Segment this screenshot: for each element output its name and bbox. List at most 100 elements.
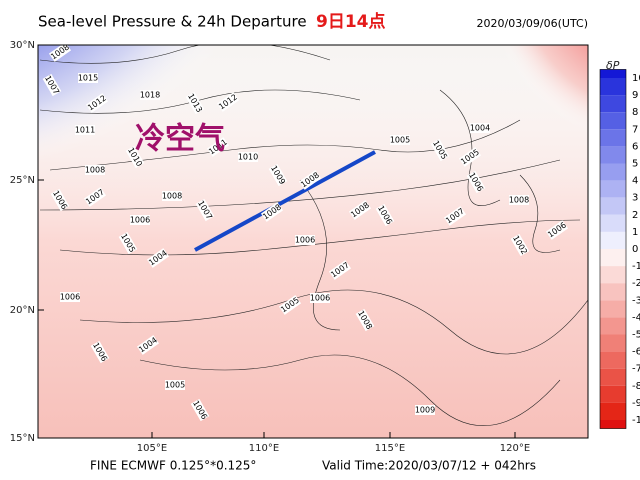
isobar-label: 1005 xyxy=(165,381,185,390)
colorbar-swatch xyxy=(600,163,626,181)
isobar-label-bg xyxy=(430,138,450,162)
colorbar-swatch xyxy=(600,283,626,301)
colorbar-tick-label: -9 xyxy=(632,398,640,409)
isobar-label: 1015 xyxy=(78,74,98,83)
isobar-label: 1011 xyxy=(75,126,95,135)
colorbar-swatch xyxy=(600,317,626,335)
isobar-label-bg xyxy=(509,195,529,205)
isobar-label-bg xyxy=(298,170,322,190)
isobar-label-group: 1006 xyxy=(310,293,330,303)
colorbar-tick-label: 3 xyxy=(632,193,638,204)
isobar-label-bg xyxy=(195,198,215,222)
colorbar-tick-label: 5 xyxy=(632,159,638,170)
isobar-label-bg xyxy=(140,90,160,100)
colorbar-swatch xyxy=(600,300,626,318)
colorbar-swatch xyxy=(600,231,626,249)
isobar-line xyxy=(39,45,331,64)
isobar-label-bg xyxy=(90,340,110,364)
isobar-label-bg xyxy=(83,187,107,207)
isobar-label: 1006 xyxy=(60,293,80,302)
isobar-line xyxy=(59,219,581,256)
isobar-label-bg xyxy=(390,135,410,145)
colorbar-tick-label: -10 xyxy=(632,415,640,426)
isobar-label-bg xyxy=(238,152,258,162)
colorbar-tick-label: 10 xyxy=(632,73,640,84)
isobar-label-bg xyxy=(78,73,98,83)
colorbar-tick-label: -7 xyxy=(632,364,640,375)
isobar-label: 1008 xyxy=(162,192,182,201)
colorbar-tick-label: -8 xyxy=(632,381,640,392)
isobar-label-bg xyxy=(348,200,372,220)
isobar-label-bg xyxy=(545,220,569,240)
isobar-line xyxy=(519,174,561,253)
valid-time: Valid Time:2020/03/07/12 + 042hrs xyxy=(322,459,536,473)
lon-label: 105°E xyxy=(137,443,167,454)
isobar-label-bg xyxy=(136,335,160,355)
isobar-label-bg xyxy=(130,215,150,225)
front-line xyxy=(194,150,376,252)
resolution: FINE ECMWF 0.125°*0.125° xyxy=(90,459,256,473)
colorbar-swatch xyxy=(600,69,626,78)
isobar-line xyxy=(79,289,588,355)
isobar-label-bg xyxy=(415,405,435,415)
lat-label: 20°N xyxy=(10,305,35,316)
isobar-label-group: 1005 xyxy=(165,380,185,390)
colorbar-swatch xyxy=(600,385,626,403)
isobar-label-bg xyxy=(375,203,395,227)
lat-label: 15°N xyxy=(10,433,35,444)
colorbar-frame xyxy=(599,69,627,429)
lon-label: 115°E xyxy=(375,443,405,454)
local-time: 9日14点 xyxy=(316,11,386,32)
isobar-label-bg xyxy=(355,308,375,332)
isobar-label-bg xyxy=(48,45,72,62)
isobar-label-group: 1010 xyxy=(238,152,258,162)
isobar-label-group: 1008 xyxy=(162,191,182,201)
colorbar-swatch xyxy=(600,197,626,215)
colorbar-swatch xyxy=(600,249,626,267)
isobar-label-bg xyxy=(125,145,145,169)
colorbar-label: δP xyxy=(606,59,620,72)
isobar-label: 1018 xyxy=(140,91,160,100)
map-frame xyxy=(37,44,589,439)
colorbar-swatch xyxy=(600,146,626,164)
isobar-label-group: 1009 xyxy=(415,405,435,415)
isobar-label-bg xyxy=(328,260,352,280)
colorbar-tick-label: -6 xyxy=(632,347,640,358)
colorbar-tick-label: 7 xyxy=(632,124,638,135)
isobar-label-group: 1015 xyxy=(78,73,98,83)
cold-air-label: 冷空气 xyxy=(135,122,225,157)
isobar-label-bg xyxy=(268,163,288,187)
colorbar-tick-label: 9 xyxy=(632,90,638,101)
isobar-label: 1008 xyxy=(85,166,105,175)
colorbar-swatch xyxy=(600,420,626,429)
isobar-label-bg xyxy=(60,292,80,302)
colorbar-tick-label: 2 xyxy=(632,210,638,221)
isobar-label-group: 1006 xyxy=(60,292,80,302)
isobar-label-group: 1006 xyxy=(295,235,315,245)
colorbar-tick-label: -4 xyxy=(632,312,640,323)
colorbar-swatch xyxy=(600,214,626,232)
isobar-label: 1006 xyxy=(130,216,150,225)
isobar-label-bg xyxy=(278,295,302,315)
title: Sea-level Pressure & 24h Departure xyxy=(38,13,307,31)
colorbar-swatch xyxy=(600,402,626,420)
isobar-label: 1010 xyxy=(238,153,258,162)
colorbar-swatch xyxy=(600,129,626,147)
lat-label: 30°N xyxy=(10,40,35,51)
isobar-label-bg xyxy=(470,123,490,133)
isobar-label-bg xyxy=(206,137,230,157)
isobar-label-bg xyxy=(458,147,482,167)
isobar-label-bg xyxy=(85,93,109,113)
colorbar-swatch xyxy=(600,95,626,113)
isobar-label: 1008 xyxy=(509,196,529,205)
isobars xyxy=(39,45,588,427)
colorbar-tick-label: -3 xyxy=(632,295,640,306)
isobar-label-bg xyxy=(146,248,170,268)
isobar-label-bg xyxy=(310,293,330,303)
isobar-label-group: 1008 xyxy=(85,165,105,175)
lon-label: 110°E xyxy=(249,443,279,454)
isobar-label-bg xyxy=(50,188,70,212)
